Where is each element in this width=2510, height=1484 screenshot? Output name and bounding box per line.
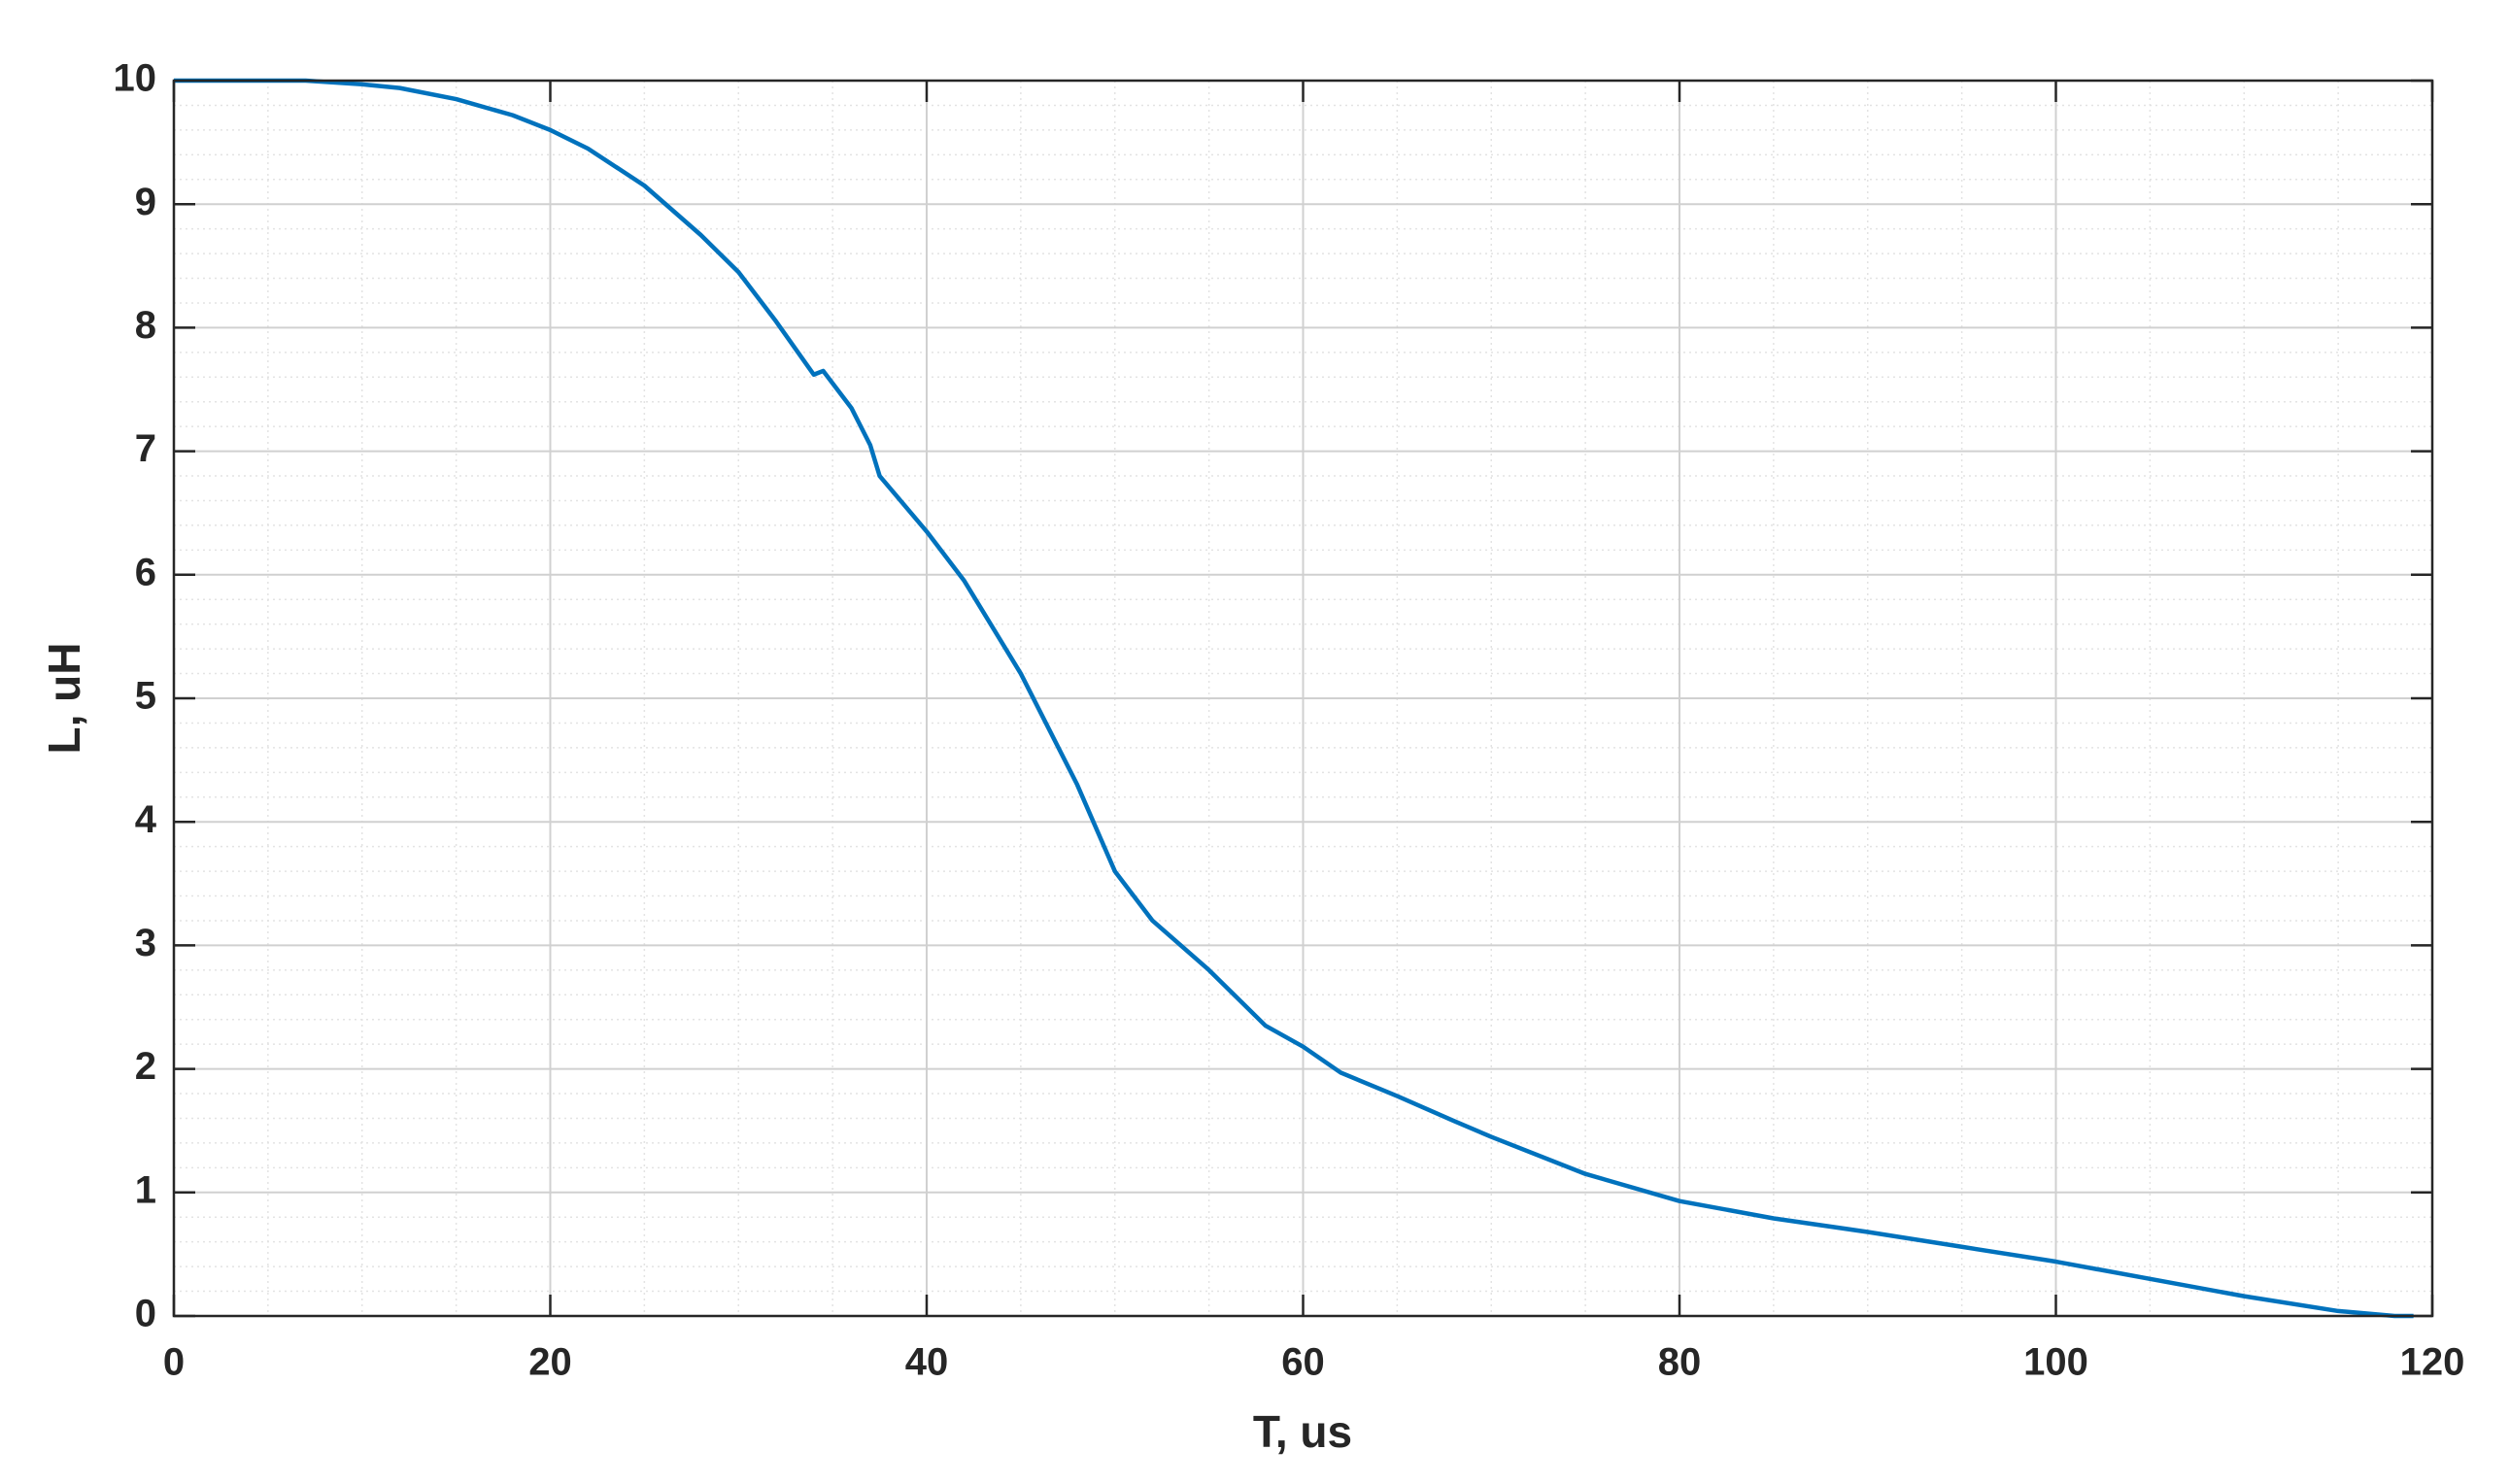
y-tick-label: 3 [135, 922, 156, 964]
grid [172, 79, 2434, 1318]
y-tick-label: 0 [135, 1293, 156, 1335]
x-axis-title: T, us [1253, 1406, 1352, 1457]
x-tick-label: 80 [1658, 1341, 1702, 1384]
x-tick-label: 100 [2023, 1341, 2088, 1384]
y-tick-label: 9 [135, 181, 156, 223]
data-line [174, 78, 2414, 1319]
y-tick-label: 2 [135, 1045, 156, 1088]
y-tick-label: 10 [114, 57, 157, 100]
x-tick-label: 0 [163, 1341, 185, 1384]
y-tick-label: 6 [135, 551, 156, 593]
x-tick-label: 20 [528, 1341, 572, 1384]
y-tick-label: 8 [135, 304, 156, 347]
plot [174, 78, 2414, 1319]
y-tick-label: 4 [135, 798, 157, 841]
x-tick-label: 60 [1281, 1341, 1325, 1384]
y-tick-label: 7 [135, 427, 156, 470]
x-tick-label: 120 [2400, 1341, 2465, 1384]
y-tick-label: 5 [135, 675, 156, 718]
plot-frame [172, 79, 2434, 1318]
y-tick-label: 1 [135, 1168, 156, 1211]
y-axis-title: L, uH [39, 643, 89, 755]
x-tick-label: 40 [905, 1341, 949, 1384]
